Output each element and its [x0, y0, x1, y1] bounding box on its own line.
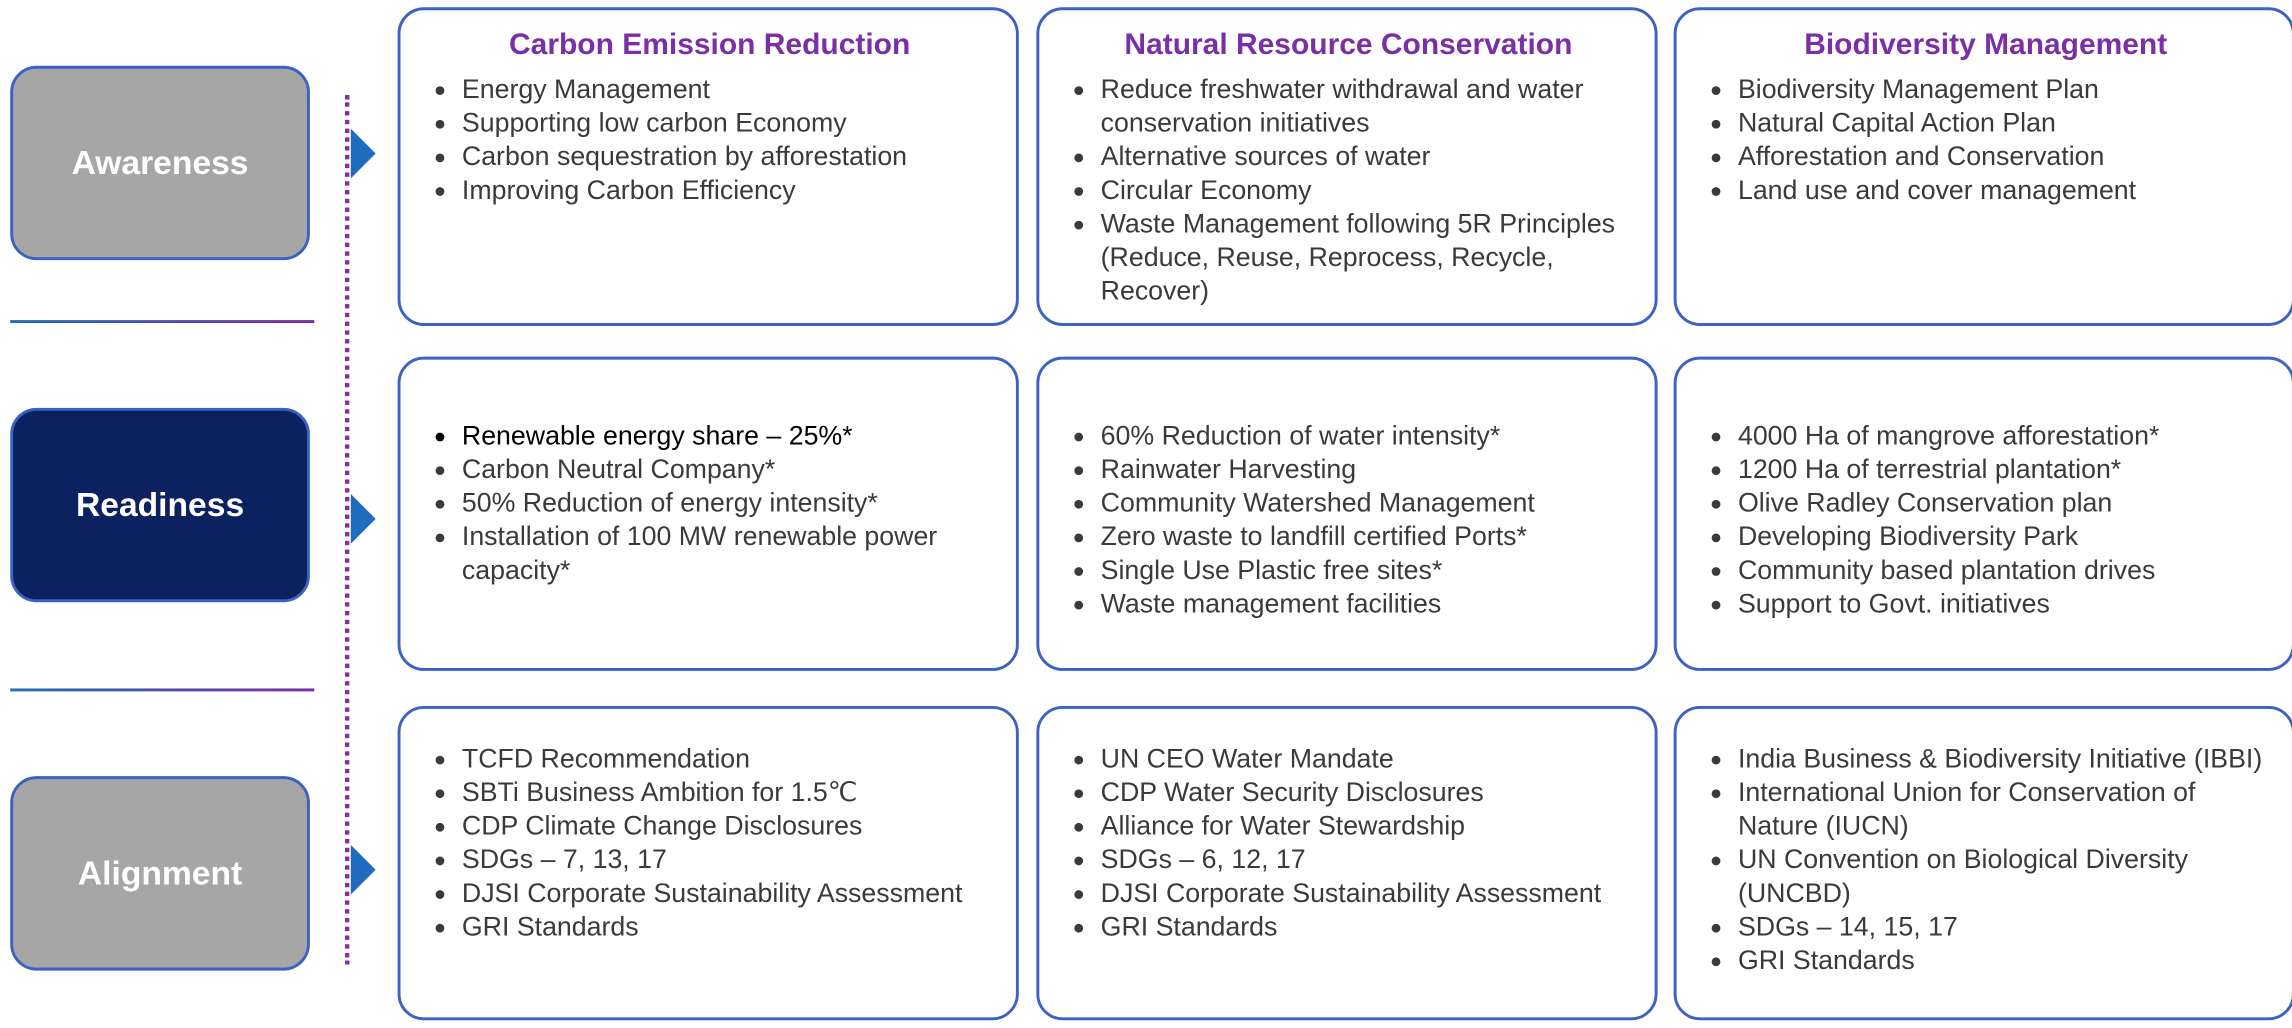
- card: Carbon Emission Reduction Energy Manageme…: [397, 7, 1019, 326]
- bullet-item: Reduce freshwater withdrawal and water c…: [1101, 72, 1637, 139]
- bullet-item: SDGs – 7, 13, 17: [462, 842, 998, 876]
- card: TCFD RecommendationSBTi Business Ambitio…: [397, 706, 1019, 1021]
- bullet-item: Afforestation and Conservation: [1738, 139, 2274, 173]
- bullet-item: Waste Management following 5R Principles…: [1101, 206, 1637, 307]
- bullet-item: GRI Standards: [1101, 909, 1637, 943]
- card: Biodiversity Management Biodiversity Mana…: [1673, 7, 2292, 326]
- bullet-item: DJSI Corporate Sustainability Assessment: [1101, 876, 1637, 910]
- bullet-item: SDGs – 14, 15, 17: [1738, 909, 2274, 943]
- bullet-item: Land use and cover management: [1738, 172, 2274, 206]
- bullet-item: 50% Reduction of energy intensity*: [462, 485, 998, 519]
- bullet-item: Single Use Plastic free sites*: [1101, 553, 1637, 587]
- card: 4000 Ha of mangrove afforestation*1200 H…: [1673, 356, 2292, 671]
- stage-label: Alignment: [10, 776, 310, 971]
- bullet-list: Energy ManagementSupporting low carbon E…: [421, 72, 998, 206]
- separator: [10, 320, 315, 324]
- arrow: [350, 128, 376, 179]
- theme-title: Biodiversity Management: [1804, 27, 2168, 62]
- bullet-item: Installation of 100 MW renewable power c…: [462, 519, 998, 586]
- bullet-item: International Union for Conservation of …: [1738, 775, 2274, 842]
- bullet-item: Developing Biodiversity Park: [1738, 519, 2274, 553]
- bullet-item: TCFD Recommendation: [462, 741, 998, 775]
- bullet-item: Olive Radley Conservation plan: [1738, 485, 2274, 519]
- bullet-item: GRI Standards: [462, 909, 998, 943]
- bullet-list: Biodiversity Management PlanNatural Capi…: [1697, 72, 2274, 206]
- card: Natural Resource Conservation Reduce fres…: [1036, 7, 1658, 326]
- theme-title: Natural Resource Conservation: [1124, 27, 1573, 62]
- bullet-list: UN CEO Water MandateCDP Water Security D…: [1060, 709, 1637, 943]
- bullet-item: Renewable energy share – 25%*: [462, 418, 998, 452]
- bullet-item: CDP Water Security Disclosures: [1101, 775, 1637, 809]
- theme-title: Carbon Emission Reduction: [509, 27, 911, 62]
- bullet-item: SDGs – 6, 12, 17: [1101, 842, 1637, 876]
- bullet-list: Reduce freshwater withdrawal and water c…: [1060, 72, 1637, 307]
- bullet-list: Renewable energy share – 25%*Carbon Neut…: [421, 360, 998, 587]
- bullet-item: 1200 Ha of terrestrial plantation*: [1738, 452, 2274, 486]
- bullet-item: 4000 Ha of mangrove afforestation*: [1738, 418, 2274, 452]
- bullet-item: Natural Capital Action Plan: [1738, 105, 2274, 139]
- bullet-list: 60% Reduction of water intensity*Rainwat…: [1060, 360, 1637, 620]
- bullet-item: GRI Standards: [1738, 943, 2274, 977]
- arrow: [350, 844, 376, 895]
- bullet-item: UN Convention on Biological Diversity (U…: [1738, 842, 2274, 909]
- bullet-item: DJSI Corporate Sustainability Assessment: [462, 876, 998, 910]
- bullet-item: Biodiversity Management Plan: [1738, 72, 2274, 106]
- bullet-item: India Business & Biodiversity Initiative…: [1738, 741, 2274, 775]
- bullet-item: Alliance for Water Stewardship: [1101, 808, 1637, 842]
- bullet-item: Community based plantation drives: [1738, 553, 2274, 587]
- bullet-item: Circular Economy: [1101, 172, 1637, 206]
- bullet-item: Support to Govt. initiatives: [1738, 586, 2274, 620]
- stage-label: Readiness: [10, 407, 310, 603]
- arrow: [350, 494, 376, 544]
- bullet-item: Improving Carbon Efficiency: [462, 172, 998, 206]
- bullet-item: Waste management facilities: [1101, 586, 1637, 620]
- bullet-item: CDP Climate Change Disclosures: [462, 808, 998, 842]
- card: Renewable energy share – 25%*Carbon Neut…: [397, 356, 1019, 671]
- bullet-item: 60% Reduction of water intensity*: [1101, 418, 1637, 452]
- bullet-item: Alternative sources of water: [1101, 139, 1637, 173]
- card: India Business & Biodiversity Initiative…: [1673, 706, 2292, 1021]
- bullet-item: Supporting low carbon Economy: [462, 105, 998, 139]
- bullet-item: Energy Management: [462, 72, 998, 106]
- bullet-item: SBTi Business Ambition for 1.5℃: [462, 775, 998, 809]
- card: 60% Reduction of water intensity*Rainwat…: [1036, 356, 1658, 671]
- separator: [10, 688, 315, 692]
- bullet-item: Carbon Neutral Company*: [462, 452, 998, 486]
- bullet-item: Community Watershed Management: [1101, 485, 1637, 519]
- card: UN CEO Water MandateCDP Water Security D…: [1036, 706, 1658, 1021]
- bullet-item: Rainwater Harvesting: [1101, 452, 1637, 486]
- bullet-list: India Business & Biodiversity Initiative…: [1697, 709, 2274, 976]
- bullet-item: Zero waste to landfill certified Ports*: [1101, 519, 1637, 553]
- stage-label: Awareness: [10, 65, 310, 261]
- bullet-list: TCFD RecommendationSBTi Business Ambitio…: [421, 709, 998, 943]
- bullet-list: 4000 Ha of mangrove afforestation*1200 H…: [1697, 360, 2274, 620]
- bullet-item: Carbon sequestration by afforestation: [462, 139, 998, 173]
- bullet-item: UN CEO Water Mandate: [1101, 741, 1637, 775]
- dotted-connector: [344, 95, 350, 965]
